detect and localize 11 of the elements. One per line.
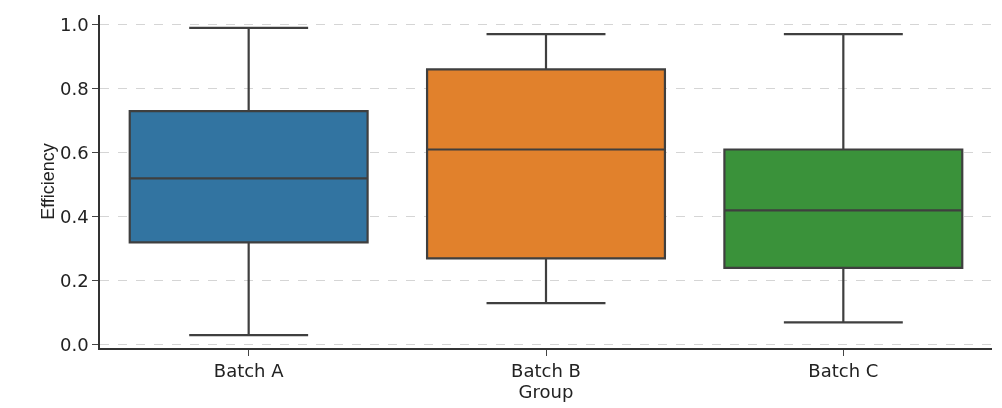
y-tick-label: 0.6 [60,141,89,163]
x-tick-label: Batch B [511,360,581,382]
y-tick-label: 0.0 [60,334,89,356]
y-axis-title: Efficiency [37,143,58,220]
y-tick-label: 1.0 [60,13,89,35]
x-axis-title: Group [518,381,574,403]
y-tick-label: 0.2 [60,270,89,292]
x-tick-label: Batch A [213,360,285,382]
y-tick-label: 0.8 [60,77,89,99]
y-tick-label: 0.4 [60,206,89,228]
x-tick-label: Batch C [808,360,879,382]
